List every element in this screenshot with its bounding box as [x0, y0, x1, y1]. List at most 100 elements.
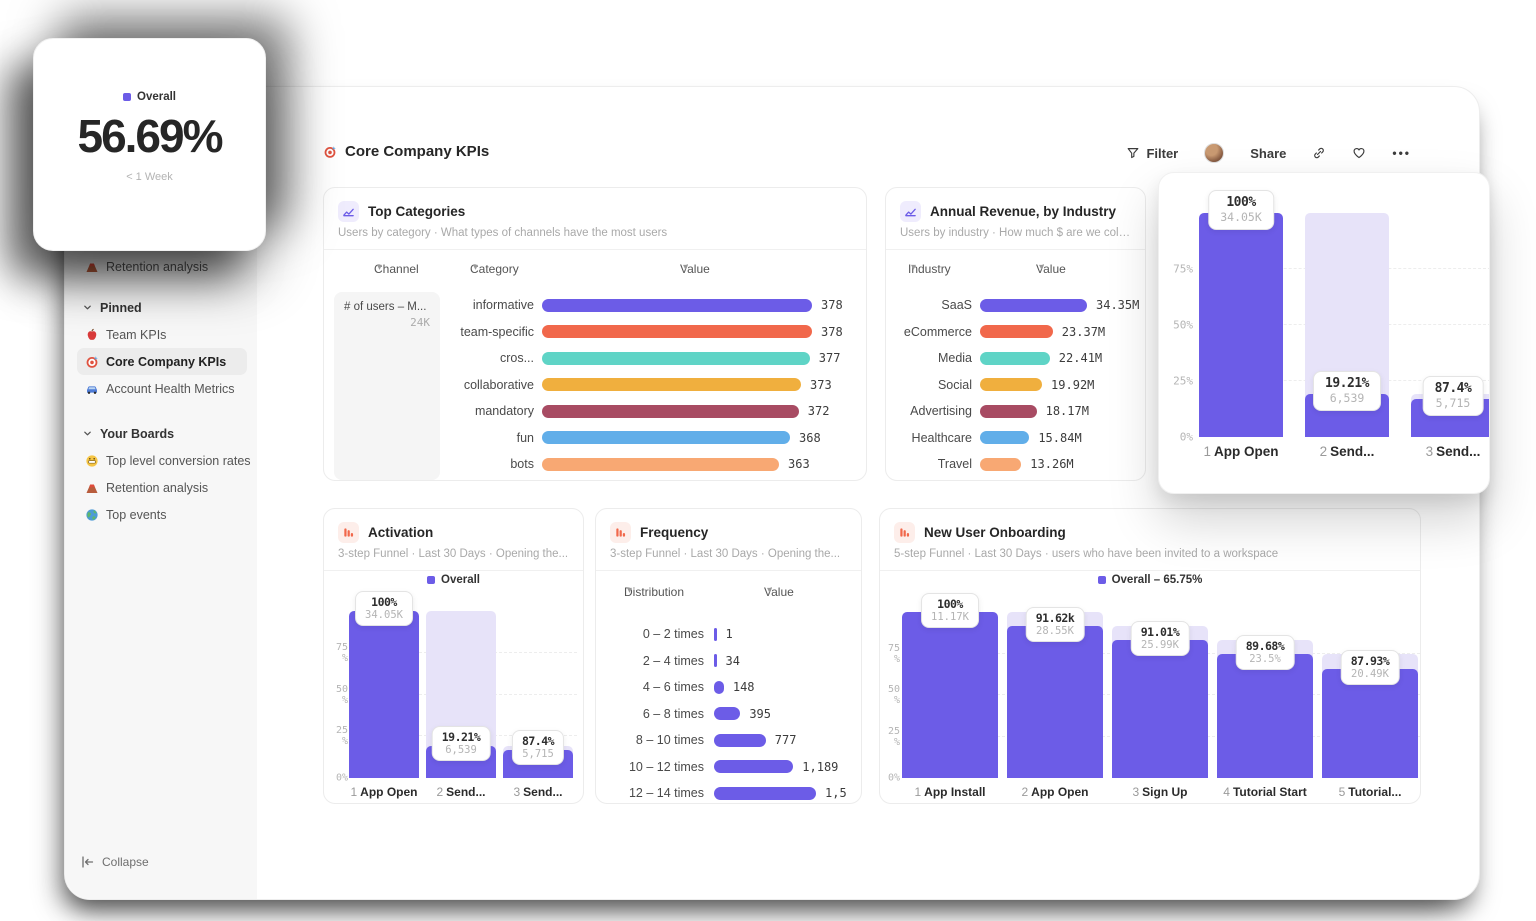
funnel-bar[interactable] [1217, 653, 1313, 778]
row-bar[interactable] [542, 298, 812, 312]
funnel-step: 89.68% 23.5% 4 Tutorial Start [1217, 612, 1313, 799]
collapse-button[interactable]: Collapse [81, 855, 149, 869]
legend-swatch [427, 576, 435, 584]
funnel-bar[interactable] [1007, 625, 1103, 778]
y-axis-tick: 0% [887, 772, 900, 784]
sidebar-item-label: Top level conversion rates [106, 453, 251, 468]
funnel-bar[interactable] [349, 611, 419, 778]
filter-icon [1126, 146, 1140, 160]
row-bar[interactable] [714, 760, 794, 774]
sidebar-item-account-health-metrics[interactable]: Account Health Metrics [77, 375, 247, 402]
step-name: Sign Up [1142, 785, 1188, 799]
avatar[interactable] [1204, 143, 1225, 163]
annual-revenue-card: Annual Revenue, by Industry Users by ind… [885, 187, 1146, 481]
tooltip-value: 20.49K [1351, 667, 1389, 680]
step-label[interactable]: 2 App Open [1021, 785, 1088, 799]
row-value: 777 [774, 733, 797, 748]
sidebar-item-retention-analysis[interactable]: Retention analysis [77, 253, 247, 280]
tooltip-value: 6,539 [445, 743, 477, 756]
row-bar[interactable] [542, 378, 801, 392]
tooltip-percent: 91.62k [1035, 610, 1075, 625]
y-axis-tick: 50% [1173, 318, 1193, 332]
step-label[interactable]: 4 Tutorial Start [1223, 785, 1306, 799]
row-bar[interactable] [980, 298, 1087, 312]
row-value: 372 [807, 404, 830, 419]
funnel-bar[interactable] [1322, 668, 1418, 778]
row-bar[interactable] [980, 378, 1043, 392]
row-bar[interactable] [542, 457, 779, 471]
favorite-button[interactable] [1352, 146, 1366, 160]
sidebar-item-core-company-kpis[interactable]: Core Company KPIs [77, 348, 247, 375]
channel-cell[interactable]: # of users – M... 24K [334, 292, 440, 480]
funnel-bar[interactable] [1112, 639, 1208, 778]
sidebar-item-top-events[interactable]: Top events [77, 501, 247, 528]
row-label: 4 – 6 times [642, 680, 704, 695]
chevron-down-icon [83, 427, 92, 441]
row-bar[interactable] [980, 457, 1022, 471]
row-bar[interactable] [980, 351, 1050, 365]
filter-button[interactable]: Filter [1126, 146, 1178, 161]
step-label[interactable]: 1 App Open [350, 785, 417, 799]
funnel-bar[interactable] [1199, 213, 1283, 437]
row-bar[interactable] [542, 325, 812, 339]
step-label[interactable]: 5 Tutorial... [1339, 785, 1402, 799]
step-name: App Open [360, 785, 418, 799]
sidebar-section-pinned[interactable]: Pinned [77, 294, 247, 321]
row-bar[interactable] [714, 733, 766, 747]
row-label: team-specific [460, 324, 534, 339]
row-value: 1,5 [825, 786, 847, 801]
row-bar[interactable] [714, 680, 724, 694]
row-bar[interactable] [714, 654, 717, 668]
table-row: collaborative 373 [450, 372, 858, 399]
funnel-step: 87.93% 20.49K 5 Tutorial... [1322, 612, 1418, 799]
funnel-bar[interactable] [902, 612, 998, 778]
step-index: 4 [1223, 785, 1230, 799]
step-name: App Open [1214, 444, 1279, 459]
tooltip-percent: 100% [1226, 195, 1256, 210]
row-label: informative [472, 298, 534, 313]
chevron-down-icon [83, 301, 92, 315]
row-bar[interactable] [714, 786, 816, 800]
step-label[interactable]: 3 Send... [1426, 444, 1481, 459]
row-value: 15.84M [1038, 430, 1082, 445]
legend-label: Overall – 65.75% [1111, 574, 1203, 586]
sidebar-item-team-kpis[interactable]: Team KPIs [77, 321, 247, 348]
card-subtitle: 5-step Funnel · Last 30 Days · users who… [894, 548, 1279, 560]
chevron-down-icon: ▾ [683, 262, 689, 273]
tooltip-value: 25.99K [1141, 638, 1179, 651]
step-label[interactable]: 1 App Install [914, 785, 985, 799]
row-bar[interactable] [542, 431, 790, 445]
card-header: Top Categories Users by category · What … [324, 188, 866, 250]
share-button[interactable]: Share [1250, 146, 1286, 161]
sidebar-item-retention-analysis[interactable]: Retention analysis [77, 474, 247, 501]
row-label: Travel [937, 457, 972, 472]
step-label[interactable]: 3 Send... [513, 785, 562, 799]
more-options-button[interactable]: ••• [1392, 146, 1411, 160]
y-axis-tick: 0% [1179, 430, 1193, 444]
apple-icon [85, 328, 99, 342]
step-label[interactable]: 2 Send... [436, 785, 485, 799]
row-bar[interactable] [980, 404, 1037, 418]
step-label[interactable]: 2 Send... [1320, 444, 1375, 459]
step-label[interactable]: 1 App Open [1203, 444, 1278, 459]
y-axis: 75% 50% 25% 0% [328, 611, 348, 784]
card-subtitle: 3-step Funnel · Last 30 Days · Opening t… [610, 548, 841, 560]
card-subtitle: 3-step Funnel · Last 30 Days · Opening t… [338, 548, 569, 560]
row-bar[interactable] [714, 627, 717, 641]
row-label: 12 – 14 times [628, 786, 704, 801]
row-bar[interactable] [980, 431, 1030, 445]
row-bar[interactable] [542, 351, 810, 365]
step-label[interactable]: 3 Sign Up [1132, 785, 1187, 799]
copy-link-button[interactable] [1312, 146, 1326, 160]
row-bar[interactable] [980, 325, 1053, 339]
tooltip-percent: 89.68% [1245, 638, 1285, 653]
step-index: 3 [1132, 785, 1140, 799]
y-axis-tick: 50% [335, 683, 348, 706]
sidebar-section-your-boards[interactable]: Your Boards [77, 420, 247, 447]
top-categories-card: Top Categories Users by category · What … [323, 187, 867, 481]
sidebar-item-top-level-conversion-rates[interactable]: Top level conversion rates [77, 447, 251, 474]
row-value: 395 [749, 706, 772, 721]
row-value: 378 [821, 324, 843, 339]
row-bar[interactable] [542, 404, 799, 418]
row-bar[interactable] [714, 707, 741, 721]
